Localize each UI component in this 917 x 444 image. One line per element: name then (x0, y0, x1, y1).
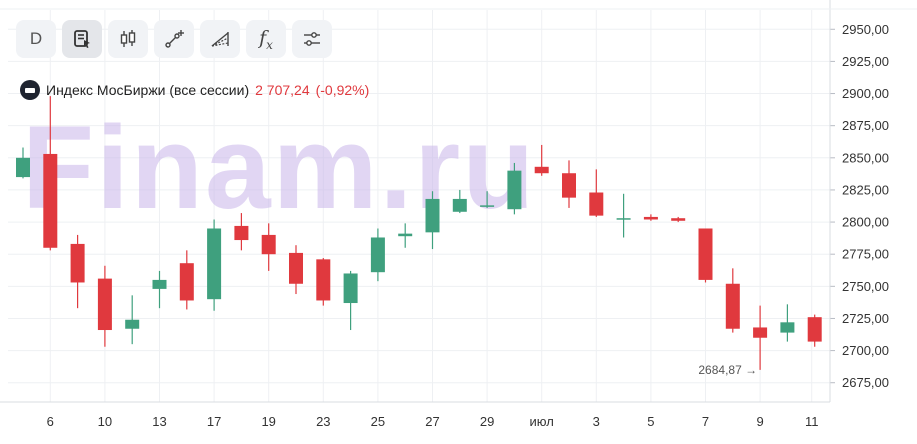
candle-body (452, 198, 467, 212)
candle-body (725, 283, 740, 329)
line-plus-icon (165, 30, 184, 48)
x-tick-label: 3 (593, 414, 600, 429)
y-tick-label: 2725,00 (842, 311, 889, 326)
y-tick-label: 2675,00 (842, 375, 889, 390)
x-tick-label: 5 (647, 414, 654, 429)
x-tick-label: 11 (805, 414, 819, 429)
chart-type-button[interactable] (108, 20, 148, 58)
candle-body (425, 198, 440, 233)
settings-button[interactable] (292, 20, 332, 58)
y-tick-label: 2825,00 (842, 182, 889, 197)
instrument-change: (-0,92%) (315, 82, 370, 98)
chart-toolbar: D (16, 20, 332, 58)
candle-body (780, 322, 795, 333)
candle-body (152, 279, 167, 289)
x-tick-label: 6 (47, 414, 54, 429)
y-tick-label: 2775,00 (842, 247, 889, 262)
function-icon-x: x (266, 37, 273, 52)
x-tick-label: 27 (425, 414, 439, 429)
candle-body (343, 273, 358, 304)
y-tick-label: 2925,00 (842, 54, 889, 69)
x-tick-label: июл (530, 414, 554, 429)
templates-button[interactable] (62, 20, 102, 58)
fan-icon (211, 32, 229, 47)
candle-body (16, 157, 30, 178)
instrument-name: Индекс МосБиржи (все сессии) (46, 82, 250, 98)
instrument-price: 2 707,24 (255, 82, 310, 98)
candle-body (179, 263, 194, 301)
min-price-label: 2684,87 → (698, 363, 757, 377)
x-tick-label: 25 (371, 414, 385, 429)
x-tick-label: 7 (702, 414, 709, 429)
candle-body (370, 237, 385, 273)
interval-button[interactable]: D (16, 20, 56, 58)
indicators-button[interactable]: fx (246, 20, 286, 58)
candle-body (207, 228, 222, 300)
x-tick-label: 23 (316, 414, 330, 429)
y-tick-label: 2800,00 (842, 215, 889, 230)
sliders-icon (304, 32, 320, 46)
y-tick-label: 2850,00 (842, 150, 889, 165)
candle-body (480, 205, 495, 207)
x-tick-label: 10 (98, 414, 112, 429)
function-icon-f: f (259, 26, 267, 49)
y-tick-label: 2750,00 (842, 279, 889, 294)
y-tick-label: 2900,00 (842, 86, 889, 101)
candle-body (234, 225, 249, 241)
candle-body (589, 192, 604, 216)
document-cursor-icon (74, 30, 90, 48)
patterns-button[interactable] (200, 20, 240, 58)
interval-label: D (29, 29, 43, 48)
candle-body (261, 234, 276, 255)
candle-body (97, 278, 112, 331)
watermark: Finam.ru (22, 102, 536, 234)
moex-logo-icon (20, 80, 40, 100)
x-tick-label: 13 (152, 414, 166, 429)
instrument-legend[interactable]: Индекс МосБиржи (все сессии) 2 707,24 (-… (20, 80, 369, 100)
candle-body (398, 233, 413, 237)
x-tick-label: 29 (480, 414, 494, 429)
candle-body (616, 218, 631, 220)
candle-body (316, 259, 331, 301)
candle-body (698, 228, 713, 280)
x-tick-label: 17 (207, 414, 221, 429)
candle-body (534, 166, 549, 174)
function-icon: fx (259, 27, 273, 52)
candle-body (125, 319, 140, 329)
candle-body (643, 216, 658, 220)
candle-body (289, 252, 303, 284)
x-tick-label: 9 (756, 414, 763, 429)
y-tick-label: 2950,00 (842, 22, 889, 37)
candlesticks-icon (120, 30, 136, 47)
candle-body (807, 317, 822, 342)
y-tick-label: 2700,00 (842, 343, 889, 358)
candle-body (562, 173, 576, 198)
candle-body (70, 243, 85, 283)
candle-body (507, 170, 522, 210)
candle-body (671, 218, 686, 221)
drawing-tools-button[interactable] (154, 20, 194, 58)
candle-body (43, 153, 58, 248)
x-tick-label: 19 (261, 414, 275, 429)
y-tick-label: 2875,00 (842, 118, 889, 133)
candle-body (753, 327, 768, 338)
